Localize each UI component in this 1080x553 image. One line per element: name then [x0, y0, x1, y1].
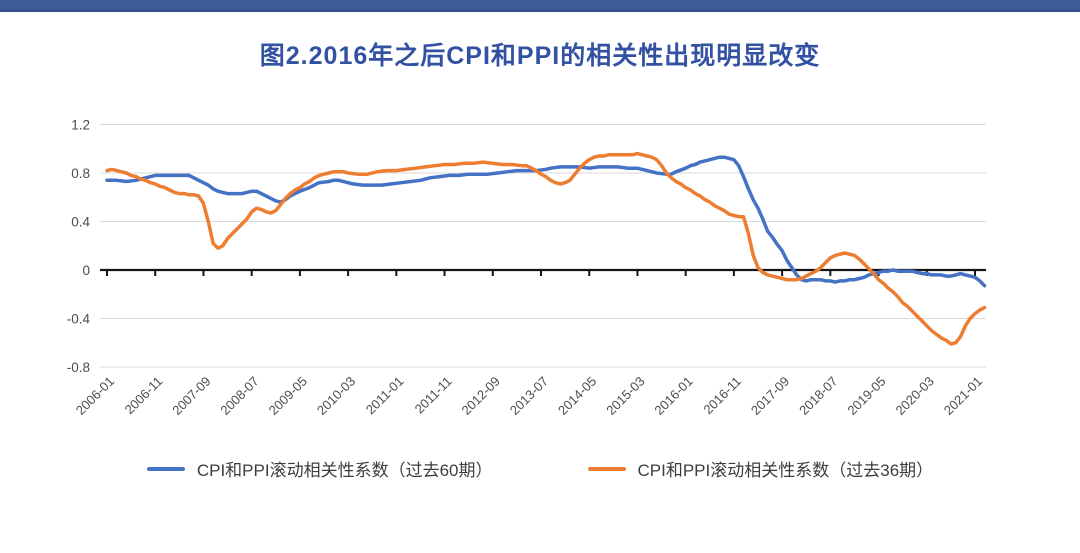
- x-axis-tick-label: 2020-03: [893, 374, 937, 418]
- x-axis-tick-label: 2016-11: [700, 374, 744, 418]
- x-axis-tick-label: 2021-01: [941, 374, 985, 418]
- y-axis-tick-label: 0: [82, 263, 90, 278]
- series-line-1: [105, 151, 987, 346]
- y-axis-tick-label: -0.4: [67, 312, 91, 327]
- x-axis-tick-label: 2019-05: [844, 374, 888, 418]
- x-axis-tick-label: 2010-03: [314, 374, 358, 418]
- x-axis-tick-label: 2016-01: [651, 374, 695, 418]
- x-axis-tick-label: 2014-05: [555, 374, 599, 418]
- x-axis-tick-label: 2018-07: [796, 374, 840, 418]
- x-axis-tick-label: 2008-07: [217, 374, 261, 418]
- legend-label: CPI和PPI滚动相关性系数（过去36期）: [637, 461, 934, 480]
- x-axis-tick-label: 2009-05: [266, 374, 310, 418]
- legend-entry-36: CPI和PPI滚动相关性系数（过去36期）: [587, 456, 934, 481]
- x-axis-tick-label: 2013-07: [507, 374, 551, 418]
- x-axis-tick-label: 2012-09: [459, 374, 503, 418]
- x-axis-tick-label: 2006-11: [122, 374, 166, 418]
- x-axis-tick-label: 2007-09: [169, 374, 213, 418]
- top-banner-strip: [0, 0, 1080, 12]
- x-axis-tick-label: 2011-01: [363, 374, 407, 418]
- x-axis-tick-label: 2015-03: [603, 374, 647, 418]
- y-axis-tick-label: 0.4: [71, 215, 90, 230]
- page-title: 图2.2016年之后CPI和PPI的相关性出现明显改变: [259, 42, 821, 70]
- y-axis-tick-label: -0.8: [67, 360, 90, 375]
- legend-entry-60: CPI和PPI滚动相关性系数（过去60期）: [146, 456, 493, 481]
- x-axis-tick-label: 2017-09: [748, 374, 792, 418]
- y-axis-tick-label: 1.2: [71, 118, 90, 133]
- x-axis-tick-label: 2006-01: [73, 374, 117, 418]
- legend-line-swatch-blue: [146, 466, 185, 471]
- legend-line-swatch-orange: [587, 466, 626, 471]
- y-axis-tick-label: 0.8: [71, 166, 90, 181]
- legend-label: CPI和PPI滚动相关性系数（过去60期）: [196, 461, 493, 480]
- x-axis-tick-label: 2011-11: [412, 374, 455, 417]
- chart-legend: CPI和PPI滚动相关性系数（过去60期） CPI和PPI滚动相关性系数（过去3…: [0, 456, 1080, 481]
